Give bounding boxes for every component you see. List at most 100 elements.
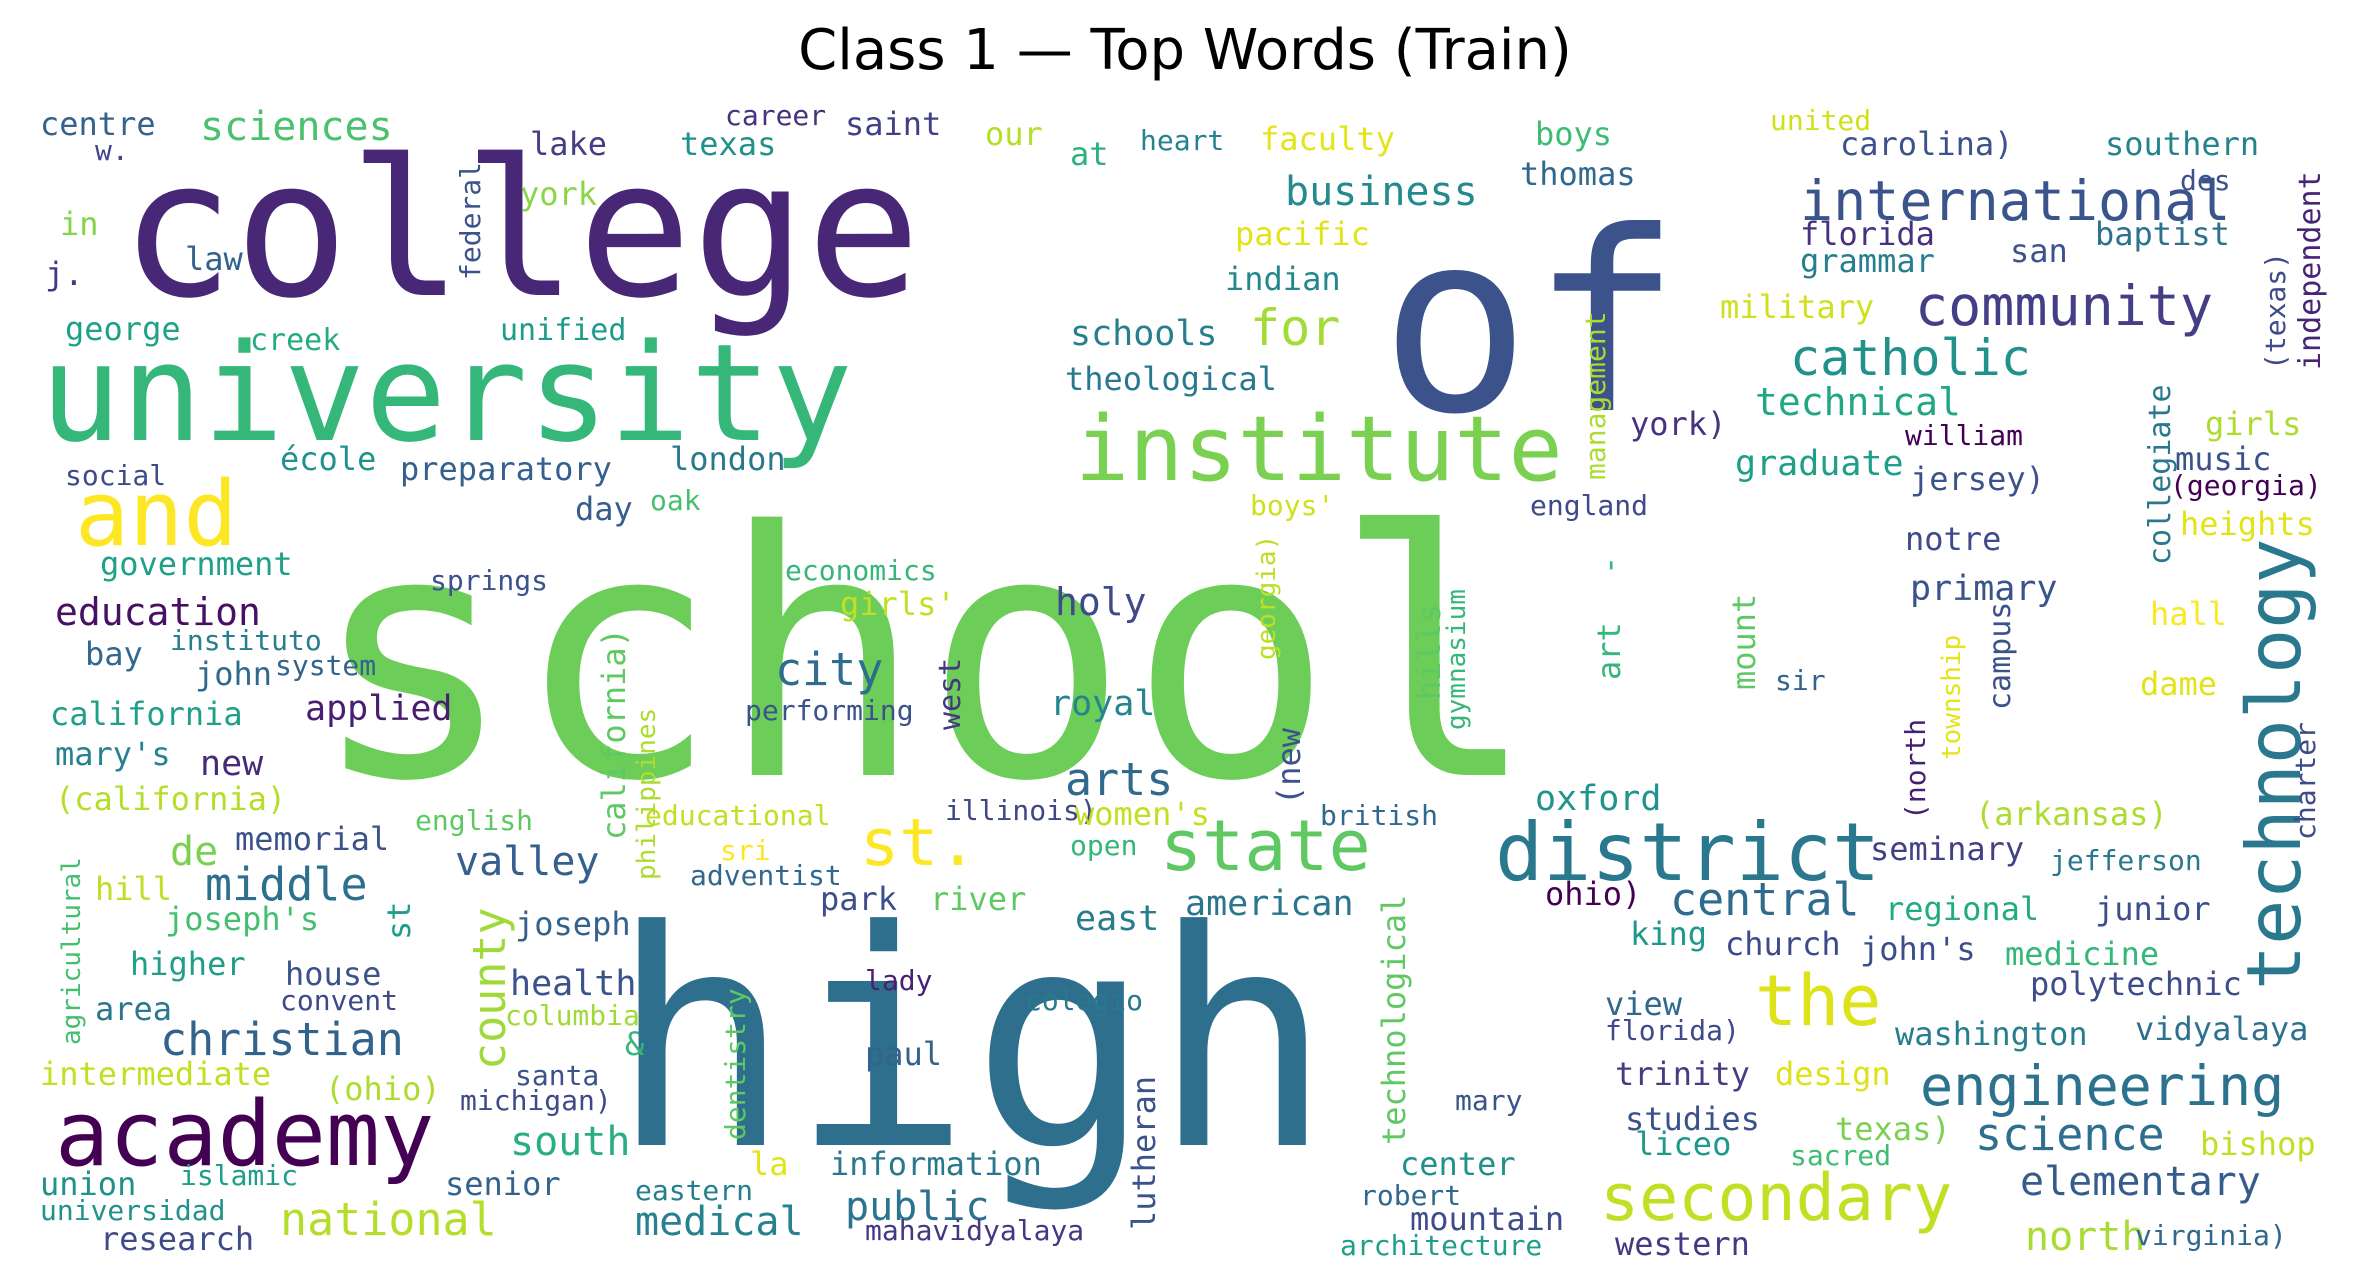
word-106: government xyxy=(100,545,293,583)
word-103: london xyxy=(670,440,786,478)
word-199: agricultural xyxy=(57,857,87,1045)
word-112: john xyxy=(195,655,272,693)
word-20: middle xyxy=(205,858,368,911)
word-102: preparatory xyxy=(400,450,612,488)
word-10: secondary xyxy=(1600,1161,1952,1236)
word-77: pacific xyxy=(1235,215,1370,253)
word-94: law xyxy=(185,240,244,278)
word-61: western xyxy=(1615,1225,1750,1263)
word-42: health xyxy=(510,964,636,1004)
word-121: illinois) xyxy=(945,794,1097,827)
word-193: - xyxy=(1590,556,1628,575)
word-167: jefferson xyxy=(2050,844,2202,877)
word-163: ohio) xyxy=(1545,875,1641,913)
word-159: center xyxy=(1400,1145,1516,1183)
word-2: college xyxy=(120,119,921,340)
word-29: medical xyxy=(635,1199,804,1245)
word-21: arts xyxy=(1065,753,1173,806)
word-83: saint xyxy=(845,105,941,143)
word-153: islamic xyxy=(180,1159,298,1192)
word-68: bishop xyxy=(2200,1125,2316,1163)
word-166: (arkansas) xyxy=(1975,795,2168,833)
word-3: of xyxy=(1380,178,1681,469)
word-188: charter xyxy=(2289,722,2322,840)
word-156: mahavidyalaya xyxy=(865,1214,1084,1247)
word-27: elementary xyxy=(2020,1159,2261,1205)
word-178: dame xyxy=(2140,665,2217,703)
word-124: sri xyxy=(720,834,771,867)
word-37: north xyxy=(2025,1214,2145,1260)
word-146: & xyxy=(625,1025,645,1063)
word-173: girls xyxy=(2205,405,2301,443)
word-147: dentistry xyxy=(719,988,752,1140)
word-169: notre xyxy=(1905,520,2001,558)
word-175: (georgia) xyxy=(2170,469,2322,502)
word-18: christian xyxy=(160,1013,404,1066)
word-78: indian xyxy=(1225,260,1341,298)
word-137: area xyxy=(95,990,172,1028)
word-71: grammar xyxy=(1800,242,1935,280)
word-0: school xyxy=(310,460,1538,856)
word-107: springs xyxy=(430,564,548,597)
word-122: british xyxy=(1320,799,1438,832)
word-52: seminary xyxy=(1870,830,2024,868)
word-135: house xyxy=(285,955,381,993)
word-132: park xyxy=(820,880,897,918)
word-79: military xyxy=(1720,288,1874,326)
word-114: california xyxy=(50,695,243,733)
word-174: music xyxy=(2175,440,2271,478)
word-96: federal xyxy=(454,162,487,280)
word-9: technology xyxy=(2230,538,2318,990)
word-51: john's xyxy=(1860,930,1976,968)
word-144: michigan) xyxy=(460,1084,612,1117)
word-187: (north xyxy=(1899,719,1932,820)
word-15: community xyxy=(1915,274,2213,338)
word-1: high xyxy=(610,867,1332,1216)
word-162: florida) xyxy=(1605,1014,1740,1047)
word-123: memorial xyxy=(235,820,389,858)
word-65: trinity xyxy=(1615,1055,1750,1093)
word-109: girls' xyxy=(840,585,956,623)
word-157: robert xyxy=(1360,1179,1461,1212)
word-34: technical xyxy=(1755,380,1961,424)
word-185: campus xyxy=(1983,602,2018,710)
word-198: philippines xyxy=(632,708,662,880)
word-158: architecture xyxy=(1340,1229,1542,1262)
word-93: j. xyxy=(45,255,84,293)
word-98: creek xyxy=(250,323,340,358)
word-19: county xyxy=(463,907,516,1070)
word-155: eastern xyxy=(635,1174,753,1207)
word-58: medicine xyxy=(2005,935,2159,973)
word-13: st. xyxy=(860,806,977,881)
word-81: texas xyxy=(680,125,776,163)
word-149: senior xyxy=(445,1165,561,1203)
word-180: boys' xyxy=(1250,489,1334,522)
word-67: texas) xyxy=(1835,1110,1951,1148)
word-30: business xyxy=(1285,169,1478,215)
word-165: virginia) xyxy=(2135,1219,2287,1252)
word-86: career xyxy=(725,99,826,132)
word-186: township xyxy=(1937,635,1967,760)
word-73: san xyxy=(2010,232,2068,270)
word-49: east xyxy=(1075,899,1159,939)
word-140: colegio xyxy=(1025,984,1143,1017)
word-134: higher xyxy=(130,945,246,983)
word-143: santa xyxy=(515,1059,599,1092)
word-110: bay xyxy=(85,635,143,673)
word-104: day xyxy=(575,490,633,528)
word-118: (california) xyxy=(55,780,286,818)
word-64: liceo xyxy=(1635,1125,1731,1163)
word-171: england xyxy=(1530,489,1648,522)
word-129: joseph's xyxy=(165,900,319,938)
word-87: heart xyxy=(1140,124,1224,157)
word-4: university xyxy=(40,315,853,472)
word-181: management xyxy=(1579,311,1612,480)
word-150: la xyxy=(750,1145,789,1183)
word-63: studies xyxy=(1625,1100,1760,1138)
word-22: city xyxy=(775,643,883,696)
word-152: union xyxy=(40,1165,136,1203)
word-100: social xyxy=(65,459,166,492)
word-136: convent xyxy=(280,984,398,1017)
word-55: washington xyxy=(1895,1015,2088,1053)
word-194: georgia) xyxy=(1252,535,1282,660)
